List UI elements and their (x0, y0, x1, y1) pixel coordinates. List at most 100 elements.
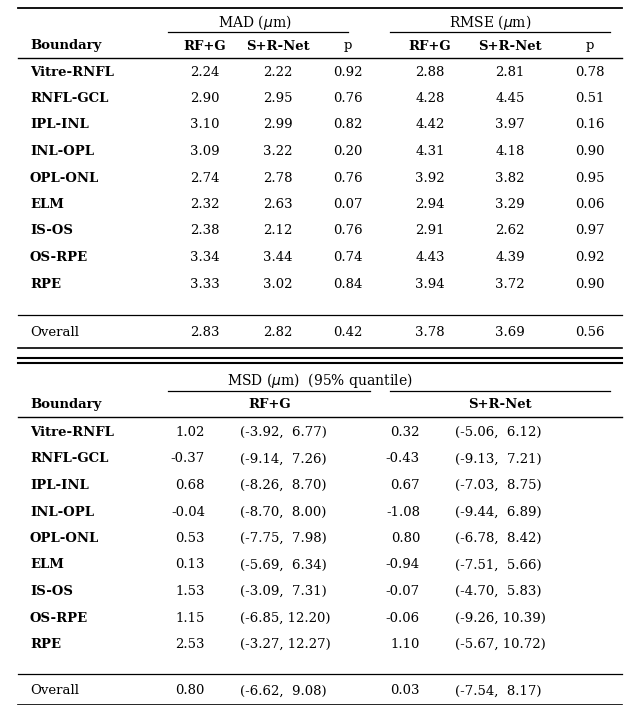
Text: INL-OPL: INL-OPL (30, 145, 94, 158)
Text: 4.18: 4.18 (495, 145, 525, 158)
Text: 0.74: 0.74 (333, 251, 363, 264)
Text: (-7.03,  8.75): (-7.03, 8.75) (455, 479, 541, 492)
Text: 2.81: 2.81 (495, 66, 525, 78)
Text: RNFL-GCL: RNFL-GCL (30, 453, 108, 465)
Text: (-7.54,  8.17): (-7.54, 8.17) (455, 685, 541, 697)
Text: 2.12: 2.12 (263, 224, 292, 238)
Text: (-6.62,  9.08): (-6.62, 9.08) (240, 685, 326, 697)
Text: Boundary: Boundary (30, 398, 101, 411)
Text: 3.44: 3.44 (263, 251, 292, 264)
Text: OS-RPE: OS-RPE (30, 611, 88, 625)
Text: 0.42: 0.42 (333, 326, 363, 339)
Text: (-3.09,  7.31): (-3.09, 7.31) (240, 585, 327, 598)
Text: 0.76: 0.76 (333, 224, 363, 238)
Text: Boundary: Boundary (30, 39, 101, 52)
Text: (-9.44,  6.89): (-9.44, 6.89) (455, 505, 541, 518)
Text: 3.10: 3.10 (190, 118, 220, 132)
Text: p: p (344, 39, 352, 52)
Text: ELM: ELM (30, 198, 64, 211)
Text: -0.94: -0.94 (386, 558, 420, 572)
Text: 2.74: 2.74 (190, 171, 220, 185)
Text: 3.22: 3.22 (263, 145, 292, 158)
Text: p: p (586, 39, 594, 52)
Text: 0.76: 0.76 (333, 171, 363, 185)
Text: 2.82: 2.82 (263, 326, 292, 339)
Text: RF+G: RF+G (184, 39, 227, 52)
Text: 2.22: 2.22 (263, 66, 292, 78)
Text: 4.39: 4.39 (495, 251, 525, 264)
Text: 2.24: 2.24 (190, 66, 220, 78)
Text: 0.07: 0.07 (333, 198, 363, 211)
Text: (-7.51,  5.66): (-7.51, 5.66) (455, 558, 541, 572)
Text: 2.63: 2.63 (263, 198, 293, 211)
Text: (-3.92,  6.77): (-3.92, 6.77) (240, 426, 327, 439)
Text: -0.07: -0.07 (386, 585, 420, 598)
Text: (-9.26, 10.39): (-9.26, 10.39) (455, 611, 546, 625)
Text: Vitre-RNFL: Vitre-RNFL (30, 426, 114, 439)
Text: (-3.27, 12.27): (-3.27, 12.27) (240, 638, 331, 651)
Text: S+R-Net: S+R-Net (478, 39, 542, 52)
Text: 2.95: 2.95 (263, 92, 292, 105)
Text: 4.45: 4.45 (495, 92, 525, 105)
Text: OPL-ONL: OPL-ONL (30, 171, 99, 185)
Text: RNFL-GCL: RNFL-GCL (30, 92, 108, 105)
Text: (-6.78,  8.42): (-6.78, 8.42) (455, 532, 541, 545)
Text: 0.20: 0.20 (333, 145, 363, 158)
Text: 0.16: 0.16 (575, 118, 605, 132)
Text: 2.53: 2.53 (175, 638, 205, 651)
Text: 0.68: 0.68 (175, 479, 205, 492)
Text: Overall: Overall (30, 685, 79, 697)
Text: 3.78: 3.78 (415, 326, 445, 339)
Text: -1.08: -1.08 (386, 505, 420, 518)
Text: 3.34: 3.34 (190, 251, 220, 264)
Text: 3.92: 3.92 (415, 171, 445, 185)
Text: (-6.85, 12.20): (-6.85, 12.20) (240, 611, 330, 625)
Text: 0.03: 0.03 (390, 685, 420, 697)
Text: 4.43: 4.43 (415, 251, 445, 264)
Text: (-8.70,  8.00): (-8.70, 8.00) (240, 505, 326, 518)
Text: 3.09: 3.09 (190, 145, 220, 158)
Text: RMSE ($\it{\mu}$m): RMSE ($\it{\mu}$m) (449, 13, 531, 32)
Text: RF+G: RF+G (249, 398, 291, 411)
Text: (-5.69,  6.34): (-5.69, 6.34) (240, 558, 327, 572)
Text: MAD ($\it{\mu}$m): MAD ($\it{\mu}$m) (218, 13, 292, 32)
Text: 2.94: 2.94 (415, 198, 445, 211)
Text: Overall: Overall (30, 326, 79, 339)
Text: 3.33: 3.33 (190, 278, 220, 290)
Text: 3.94: 3.94 (415, 278, 445, 290)
Text: -0.43: -0.43 (386, 453, 420, 465)
Text: 3.72: 3.72 (495, 278, 525, 290)
Text: (-9.13,  7.21): (-9.13, 7.21) (455, 453, 541, 465)
Text: 3.69: 3.69 (495, 326, 525, 339)
Text: 0.06: 0.06 (575, 198, 605, 211)
Text: 1.53: 1.53 (175, 585, 205, 598)
Text: IS-OS: IS-OS (30, 224, 73, 238)
Text: 3.29: 3.29 (495, 198, 525, 211)
Text: -0.06: -0.06 (386, 611, 420, 625)
Text: 0.76: 0.76 (333, 92, 363, 105)
Text: Vitre-RNFL: Vitre-RNFL (30, 66, 114, 78)
Text: 1.02: 1.02 (175, 426, 205, 439)
Text: (-7.75,  7.98): (-7.75, 7.98) (240, 532, 327, 545)
Text: 3.82: 3.82 (495, 171, 525, 185)
Text: 0.92: 0.92 (575, 251, 605, 264)
Text: RF+G: RF+G (409, 39, 451, 52)
Text: 2.90: 2.90 (190, 92, 220, 105)
Text: (-8.26,  8.70): (-8.26, 8.70) (240, 479, 326, 492)
Text: MSD ($\it{\mu}$m)  (95% quantile): MSD ($\it{\mu}$m) (95% quantile) (227, 371, 413, 390)
Text: 0.90: 0.90 (575, 278, 605, 290)
Text: 3.02: 3.02 (263, 278, 292, 290)
Text: 0.80: 0.80 (175, 685, 205, 697)
Text: 2.32: 2.32 (190, 198, 220, 211)
Text: 0.53: 0.53 (175, 532, 205, 545)
Text: 4.28: 4.28 (415, 92, 445, 105)
Text: OS-RPE: OS-RPE (30, 251, 88, 264)
Text: (-5.06,  6.12): (-5.06, 6.12) (455, 426, 541, 439)
Text: 2.78: 2.78 (263, 171, 292, 185)
Text: RPE: RPE (30, 278, 61, 290)
Text: -0.37: -0.37 (171, 453, 205, 465)
Text: RPE: RPE (30, 638, 61, 651)
Text: 1.10: 1.10 (390, 638, 420, 651)
Text: 4.31: 4.31 (415, 145, 445, 158)
Text: 2.83: 2.83 (190, 326, 220, 339)
